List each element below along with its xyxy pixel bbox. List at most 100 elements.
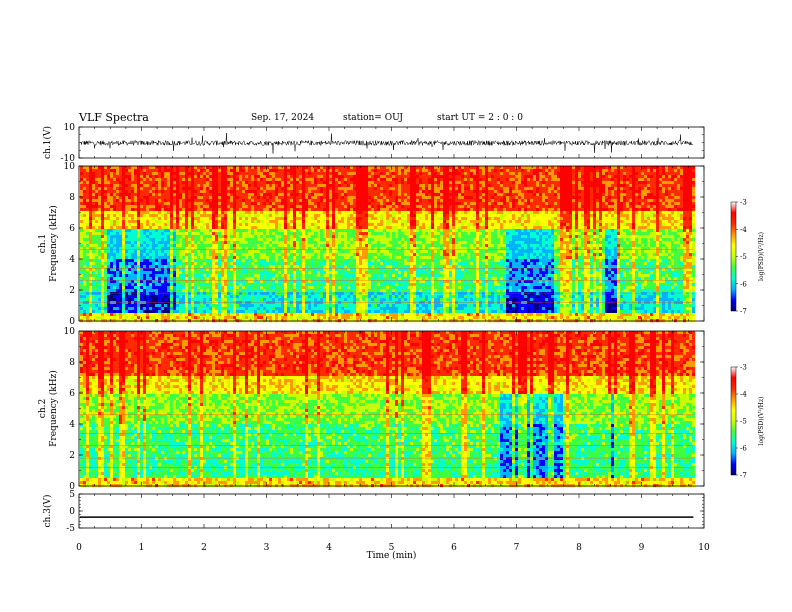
spectrogram-cell (239, 217, 242, 220)
spectrogram-cell (245, 313, 248, 316)
spectrogram-cell (260, 226, 263, 229)
spectrogram-cell (311, 286, 314, 289)
spectrogram-cell (83, 211, 86, 214)
spectrogram-cell (359, 265, 362, 268)
spectrogram-cell (296, 313, 299, 316)
spectrogram-cell (182, 187, 185, 190)
spectrogram-cell (359, 196, 362, 199)
spectrogram-cell (140, 214, 143, 217)
spectrogram-cell (194, 316, 197, 319)
spectrogram-cell (92, 202, 95, 205)
spectrogram-cell (98, 262, 101, 265)
spectrogram-cell (275, 178, 278, 181)
spectrogram-cell (353, 226, 356, 229)
spectrogram-cell (137, 214, 140, 217)
spectrogram-cell (194, 199, 197, 202)
spectrogram-cell (320, 244, 323, 247)
spectrogram-cell (137, 172, 140, 175)
spectrogram-cell (188, 196, 191, 199)
spectrogram-cell (209, 253, 212, 256)
spectrogram-cell (302, 238, 305, 241)
spectrogram-cell (278, 166, 281, 169)
spectrogram-cell (362, 226, 365, 229)
spectrogram-cell (197, 274, 200, 277)
spectrogram-cell (242, 220, 245, 223)
spectrogram-cell (233, 304, 236, 307)
spectrogram-cell (227, 310, 230, 313)
spectrogram-cell (194, 229, 197, 232)
spectrogram-cell (356, 304, 359, 307)
spectrogram-cell (305, 259, 308, 262)
spectrogram-cell (218, 184, 221, 187)
spectrogram-cell (248, 208, 251, 211)
spectrogram-cell (161, 244, 164, 247)
spectrogram-cell (164, 250, 167, 253)
spectrogram-cell (350, 184, 353, 187)
spectrogram-cell (341, 238, 344, 241)
spectrogram-cell (272, 295, 275, 298)
spectrogram-cell (281, 232, 284, 235)
spectrogram-cell (116, 214, 119, 217)
spectrogram-cell (92, 286, 95, 289)
spectrogram-cell (122, 223, 125, 226)
spectrogram-cell (332, 256, 335, 259)
spectrogram-cell (128, 265, 131, 268)
spectrogram-cell (149, 274, 152, 277)
spectrogram-cell (191, 217, 194, 220)
spectrogram-cell (290, 262, 293, 265)
spectrogram-cell (101, 226, 104, 229)
spectrogram-cell (188, 286, 191, 289)
spectrogram-cell (311, 256, 314, 259)
spectrogram-cell (200, 259, 203, 262)
spectrogram-cell (290, 172, 293, 175)
spectrogram-cell (338, 232, 341, 235)
spectrogram-cell (197, 253, 200, 256)
spectrogram-cell (188, 217, 191, 220)
spectrogram-cell (221, 172, 224, 175)
spectrogram-cell (242, 199, 245, 202)
spectrogram-cell (185, 313, 188, 316)
spectrogram-cell (197, 178, 200, 181)
spectrogram-cell (131, 274, 134, 277)
spectrogram-cell (299, 313, 302, 316)
spectrogram-cell (308, 226, 311, 229)
spectrogram-cell (230, 283, 233, 286)
spectrogram-cell (335, 166, 338, 169)
spectrogram-cell (170, 187, 173, 190)
spectrogram-cell (197, 229, 200, 232)
spectrogram-cell (122, 292, 125, 295)
spectrogram-cell (284, 259, 287, 262)
spectrogram-cell (101, 193, 104, 196)
spectrogram-cell (167, 292, 170, 295)
spectrogram-cell (251, 271, 254, 274)
spectrogram-cell (272, 265, 275, 268)
spectrogram-cell (233, 232, 236, 235)
spectrogram-cell (203, 289, 206, 292)
spectrogram-cell (167, 184, 170, 187)
ch1-spectrogram-panel (80, 166, 695, 322)
spectrogram-cell (167, 220, 170, 223)
spectrogram-cell (275, 289, 278, 292)
spectrogram-cell (344, 169, 347, 172)
spectrogram-cell (107, 169, 110, 172)
spectrogram-cell (212, 223, 215, 226)
spectrogram-cell (296, 307, 299, 310)
spectrogram-cell (83, 250, 86, 253)
spectrogram-cell (116, 316, 119, 319)
spectrogram-cell (206, 166, 209, 169)
spectrogram-cell (224, 193, 227, 196)
spectrogram-cell (119, 253, 122, 256)
spectrogram-cell (152, 193, 155, 196)
spectrogram-cell (83, 241, 86, 244)
spectrogram-cell (203, 223, 206, 226)
spectrogram-cell (104, 253, 107, 256)
spectrogram-cell (260, 187, 263, 190)
spectrogram-cell (86, 190, 89, 193)
spectrogram-cell (134, 295, 137, 298)
spectrogram-cell (245, 175, 248, 178)
spectrogram-cell (287, 223, 290, 226)
spectrogram-cell (362, 307, 365, 310)
spectrogram-cell (191, 229, 194, 232)
spectrogram-cell (146, 274, 149, 277)
spectrogram-cell (185, 316, 188, 319)
